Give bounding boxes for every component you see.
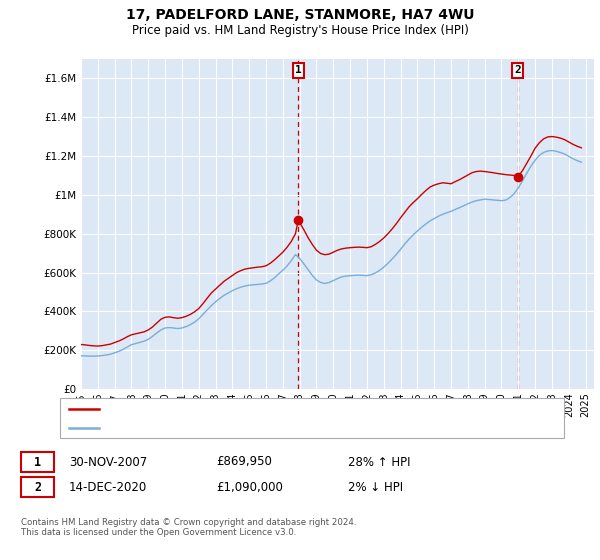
Text: Contains HM Land Registry data © Crown copyright and database right 2024.
This d: Contains HM Land Registry data © Crown c…	[21, 518, 356, 538]
Text: 1: 1	[34, 455, 41, 469]
Text: 2% ↓ HPI: 2% ↓ HPI	[348, 480, 403, 494]
Text: 14-DEC-2020: 14-DEC-2020	[69, 480, 147, 494]
Text: HPI: Average price, detached house, Harrow: HPI: Average price, detached house, Harr…	[105, 423, 335, 433]
Text: 17, PADELFORD LANE, STANMORE, HA7 4WU: 17, PADELFORD LANE, STANMORE, HA7 4WU	[126, 8, 474, 22]
Text: 2: 2	[514, 66, 521, 76]
Text: £869,950: £869,950	[216, 455, 272, 469]
Text: £1,090,000: £1,090,000	[216, 480, 283, 494]
Text: 2: 2	[34, 480, 41, 494]
Text: 28% ↑ HPI: 28% ↑ HPI	[348, 455, 410, 469]
Text: 1: 1	[295, 66, 302, 76]
Text: 17, PADELFORD LANE, STANMORE, HA7 4WU (detached house): 17, PADELFORD LANE, STANMORE, HA7 4WU (d…	[105, 404, 433, 414]
Text: 30-NOV-2007: 30-NOV-2007	[69, 455, 147, 469]
Text: Price paid vs. HM Land Registry's House Price Index (HPI): Price paid vs. HM Land Registry's House …	[131, 24, 469, 36]
